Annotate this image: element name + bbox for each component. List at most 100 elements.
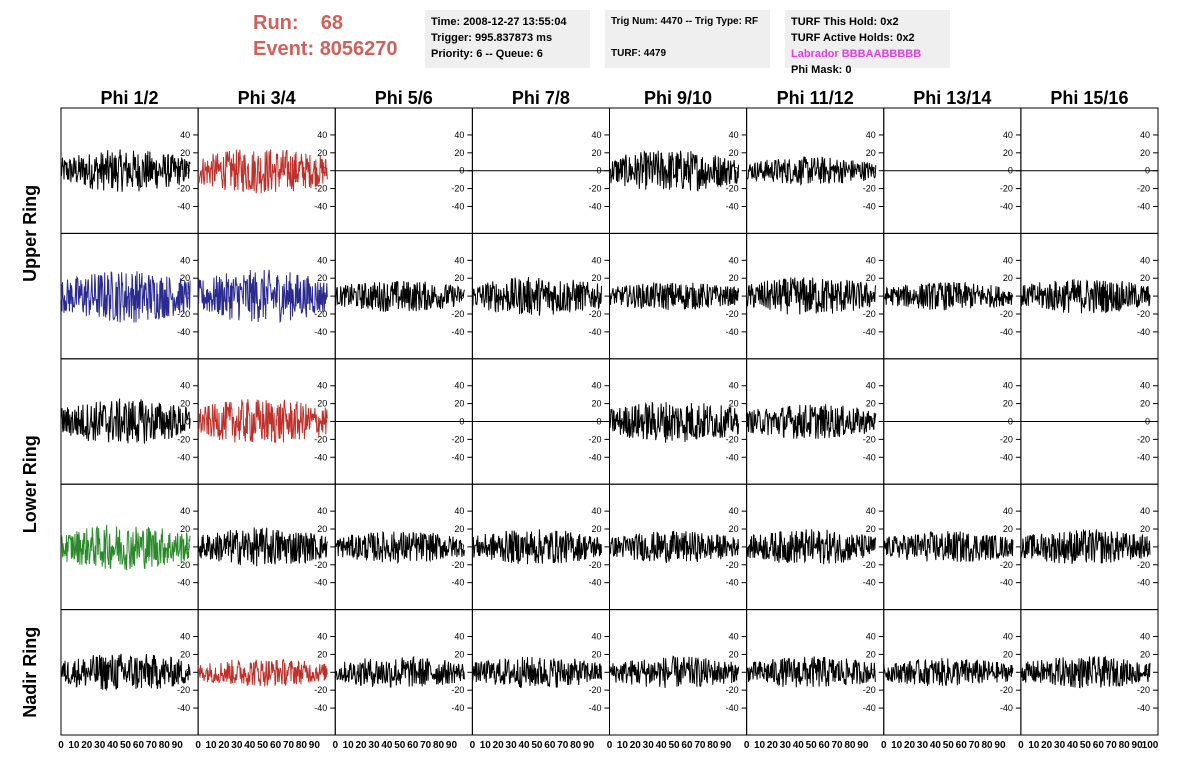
- y-tick-label: 20: [454, 273, 464, 283]
- x-tick-label: 50: [1080, 740, 1092, 751]
- x-tick-label: 60: [133, 740, 145, 751]
- y-tick-label: 0: [596, 291, 601, 301]
- y-tick-label: -40: [726, 703, 739, 713]
- y-tick-label: -20: [314, 309, 327, 319]
- waveform-trace: [746, 404, 877, 439]
- y-tick-label: 20: [180, 524, 190, 534]
- x-tick-label: 70: [969, 740, 981, 751]
- x-tick-label: 60: [270, 740, 282, 751]
- waveform-trace: [471, 656, 602, 688]
- x-tick-label: 30: [780, 740, 792, 751]
- x-tick-label: 60: [819, 740, 831, 751]
- waveform-trace: [197, 658, 328, 687]
- y-tick-label: -20: [451, 685, 464, 695]
- x-tick-label: 10: [891, 740, 903, 751]
- y-tick-label: 40: [729, 632, 739, 642]
- x-tick-label: 40: [107, 740, 119, 751]
- y-tick-label: 40: [1140, 255, 1150, 265]
- y-tick-label: -40: [177, 703, 190, 713]
- y-tick-label: -20: [177, 685, 190, 695]
- y-tick-label: -20: [726, 685, 739, 695]
- y-tick-label: 40: [1140, 632, 1150, 642]
- waveform-trace: [883, 658, 1014, 686]
- y-tick-label: -20: [177, 434, 190, 444]
- waveform-trace: [334, 280, 465, 312]
- y-tick-label: 20: [317, 148, 327, 158]
- y-tick-label: 20: [180, 148, 190, 158]
- waveform-trace: [197, 399, 328, 444]
- x-tick-label: 40: [518, 740, 530, 751]
- y-tick-label: -20: [863, 309, 876, 319]
- x-tick-label: 50: [943, 740, 955, 751]
- y-tick-label: -20: [726, 184, 739, 194]
- y-tick-label: 0: [185, 417, 190, 427]
- x-tick-label: 90: [172, 740, 184, 751]
- y-tick-label: -20: [1137, 434, 1150, 444]
- column-header: Phi 11/12: [777, 88, 854, 108]
- x-tick-label: 60: [1093, 740, 1105, 751]
- y-tick-label: -40: [1000, 327, 1013, 337]
- y-tick-label: 40: [317, 632, 327, 642]
- y-tick-label: 20: [1003, 649, 1013, 659]
- x-tick-label: 90: [857, 740, 869, 751]
- waveform-trace: [609, 282, 740, 310]
- y-tick-label: 40: [317, 506, 327, 516]
- y-tick-label: 40: [454, 632, 464, 642]
- x-tick-label: 70: [420, 740, 432, 751]
- y-tick-label: -40: [863, 201, 876, 211]
- x-tick-label: 60: [681, 740, 693, 751]
- y-tick-label: -20: [863, 434, 876, 444]
- x-tick-label: 0: [744, 740, 750, 751]
- y-tick-label: -40: [314, 201, 327, 211]
- waveform-trace: [1020, 279, 1151, 314]
- y-tick-label: 40: [591, 506, 601, 516]
- x-tick-label: 50: [806, 740, 818, 751]
- x-tick-label: 60: [544, 740, 556, 751]
- row-group-label: Lower Ring: [20, 435, 40, 533]
- y-tick-label: -20: [588, 309, 601, 319]
- turf-active-holds-text: TURF Active Holds: 0x2: [791, 32, 915, 44]
- y-tick-label: -20: [451, 309, 464, 319]
- y-tick-label: -40: [177, 201, 190, 211]
- y-tick-label: 40: [317, 130, 327, 140]
- y-tick-label: 40: [1003, 255, 1013, 265]
- y-tick-label: -40: [451, 578, 464, 588]
- x-tick-label: 80: [570, 740, 582, 751]
- x-tick-label: 40: [930, 740, 942, 751]
- y-tick-label: -40: [451, 703, 464, 713]
- x-tick-label: 80: [844, 740, 856, 751]
- x-tick-label: 80: [707, 740, 719, 751]
- y-tick-label: -40: [726, 578, 739, 588]
- y-tick-label: -40: [863, 703, 876, 713]
- y-tick-label: 20: [591, 524, 601, 534]
- x-tick-label: 0: [332, 740, 338, 751]
- y-tick-label: -40: [588, 578, 601, 588]
- x-tick-label: 40: [793, 740, 805, 751]
- y-tick-label: -20: [726, 560, 739, 570]
- y-tick-label: -40: [1000, 703, 1013, 713]
- y-tick-label: 40: [729, 381, 739, 391]
- waveform-trace: [197, 149, 328, 194]
- y-tick-label: -40: [451, 201, 464, 211]
- y-tick-label: 20: [729, 399, 739, 409]
- time-info-box: Time: 2008-12-27 13:55:04 Trigger: 995.8…: [425, 10, 590, 68]
- y-tick-label: 40: [729, 130, 739, 140]
- y-tick-label: 40: [866, 130, 876, 140]
- waveform-trace: [746, 156, 877, 187]
- x-tick-label: 70: [557, 740, 569, 751]
- x-tick-label: 70: [283, 740, 295, 751]
- y-tick-label: 40: [866, 381, 876, 391]
- y-tick-label: 20: [591, 399, 601, 409]
- y-tick-label: -40: [588, 201, 601, 211]
- x-tick-label: 10: [205, 740, 217, 751]
- column-header: Phi 13/14: [913, 88, 991, 108]
- x-tick-label: 60: [956, 740, 968, 751]
- y-tick-label: 20: [1140, 649, 1150, 659]
- waveform-trace: [746, 529, 877, 565]
- x-tick-label: 30: [506, 740, 518, 751]
- column-header: Phi 7/8: [512, 88, 570, 108]
- y-tick-label: 40: [454, 130, 464, 140]
- column-header: Phi 3/4: [238, 88, 296, 108]
- y-tick-label: 40: [1140, 381, 1150, 391]
